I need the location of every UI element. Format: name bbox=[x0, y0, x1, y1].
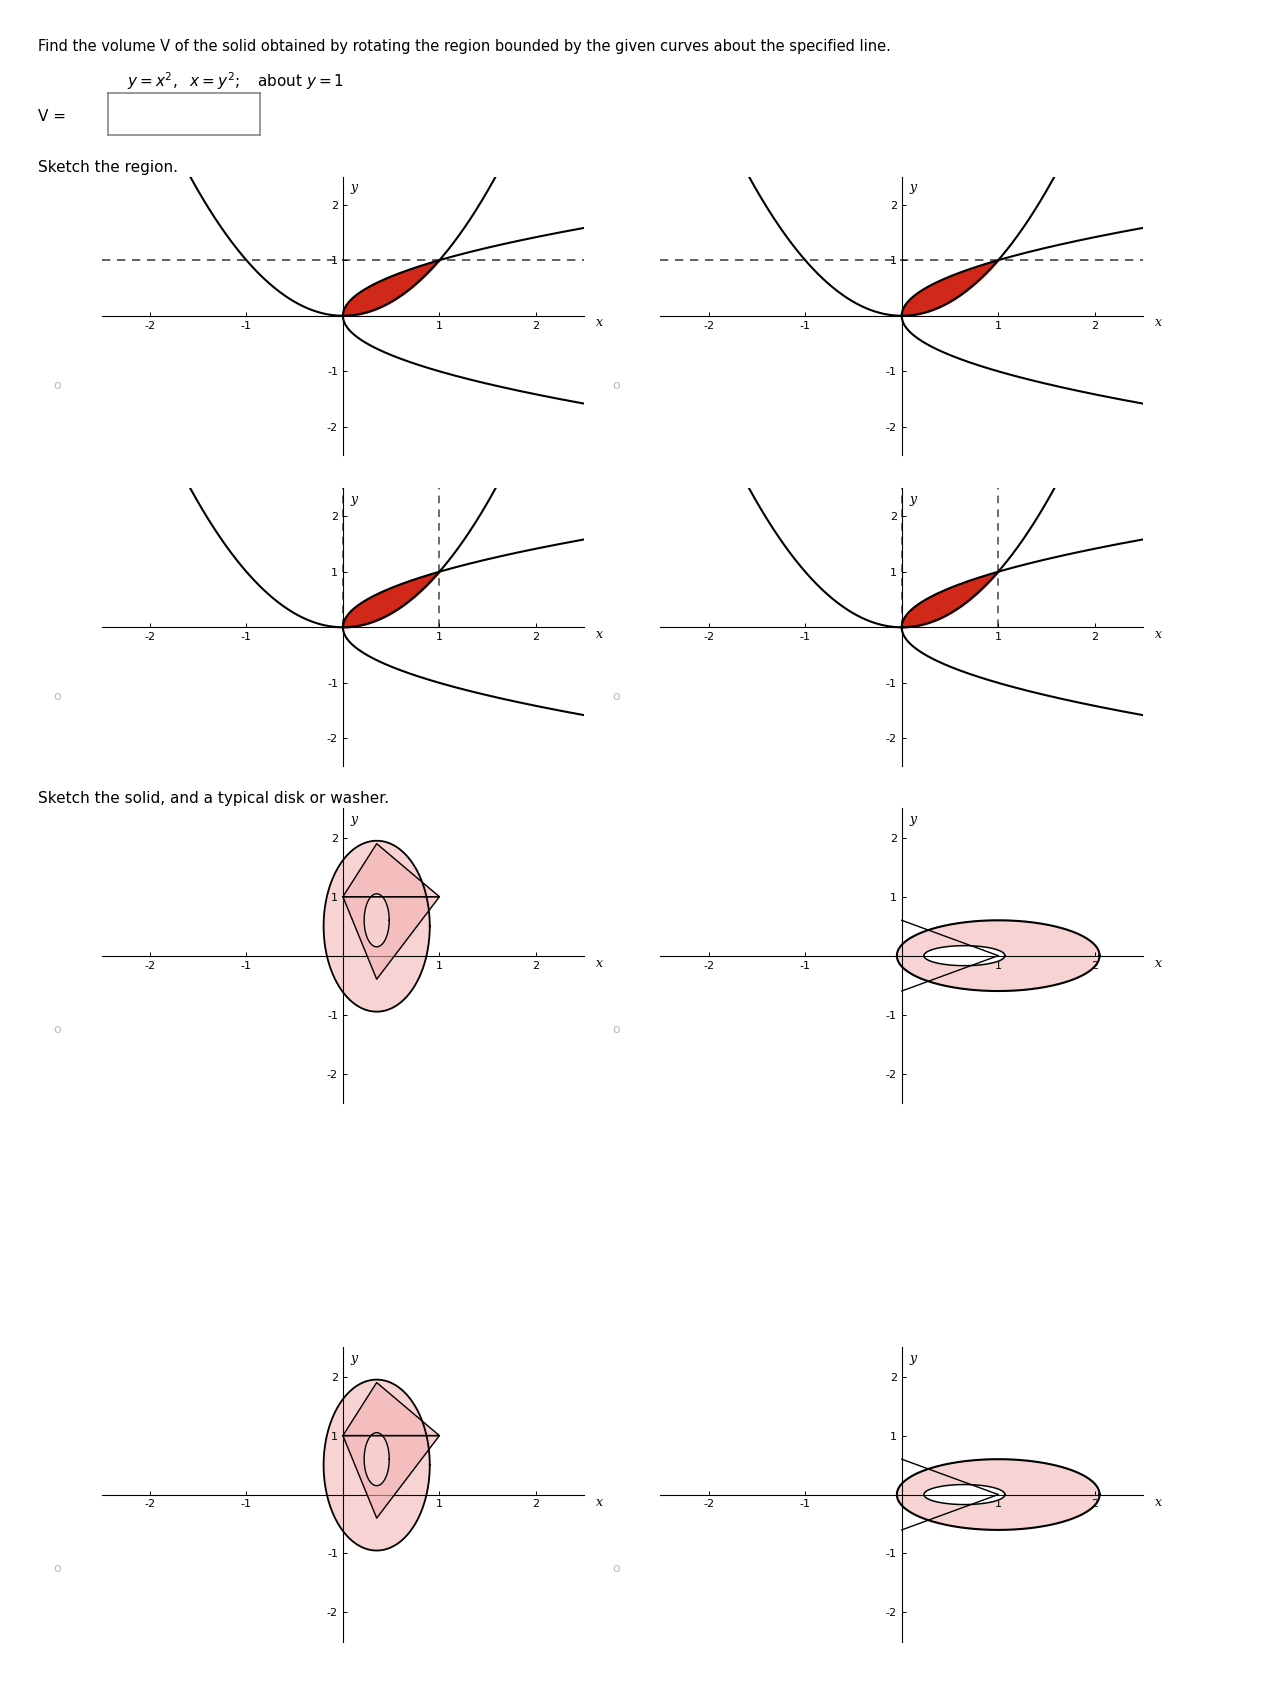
Text: o: o bbox=[53, 690, 61, 704]
Text: Find the volume V of the solid obtained by rotating the region bounded by the gi: Find the volume V of the solid obtained … bbox=[38, 39, 892, 54]
Text: x: x bbox=[596, 957, 603, 970]
Text: Sketch the solid, and a typical disk or washer.: Sketch the solid, and a typical disk or … bbox=[38, 791, 389, 807]
Polygon shape bbox=[324, 840, 429, 1012]
Text: y: y bbox=[351, 1352, 358, 1366]
Text: y: y bbox=[351, 182, 358, 194]
Text: o: o bbox=[53, 1022, 61, 1036]
Polygon shape bbox=[923, 1485, 1005, 1504]
Text: o: o bbox=[53, 379, 61, 392]
Text: x: x bbox=[1154, 628, 1162, 642]
Text: o: o bbox=[612, 1022, 620, 1036]
Text: y: y bbox=[909, 813, 917, 827]
Text: o: o bbox=[53, 1561, 61, 1575]
Text: x: x bbox=[596, 628, 603, 642]
Text: y: y bbox=[909, 493, 917, 505]
Polygon shape bbox=[897, 921, 1100, 990]
Text: y: y bbox=[909, 1352, 917, 1366]
Text: y: y bbox=[351, 493, 358, 505]
Polygon shape bbox=[324, 1379, 429, 1551]
Text: $y = x^2, \ \ x = y^2;$   about $y = 1$: $y = x^2, \ \ x = y^2;$ about $y = 1$ bbox=[127, 71, 344, 93]
Text: o: o bbox=[612, 690, 620, 704]
Polygon shape bbox=[364, 894, 389, 946]
Text: x: x bbox=[1154, 317, 1162, 330]
Polygon shape bbox=[364, 1433, 389, 1485]
Text: x: x bbox=[596, 1495, 603, 1509]
Text: V =: V = bbox=[38, 109, 66, 125]
Text: x: x bbox=[596, 317, 603, 330]
Polygon shape bbox=[343, 896, 439, 980]
Text: x: x bbox=[1154, 1495, 1162, 1509]
Polygon shape bbox=[343, 1435, 439, 1519]
Polygon shape bbox=[897, 1460, 1100, 1529]
Text: o: o bbox=[612, 1561, 620, 1575]
Text: o: o bbox=[612, 379, 620, 392]
Polygon shape bbox=[923, 946, 1005, 965]
Text: y: y bbox=[909, 182, 917, 194]
Polygon shape bbox=[343, 844, 439, 896]
Text: x: x bbox=[1154, 957, 1162, 970]
Text: Sketch the region.: Sketch the region. bbox=[38, 160, 178, 175]
Polygon shape bbox=[343, 1383, 439, 1435]
Text: y: y bbox=[351, 813, 358, 827]
